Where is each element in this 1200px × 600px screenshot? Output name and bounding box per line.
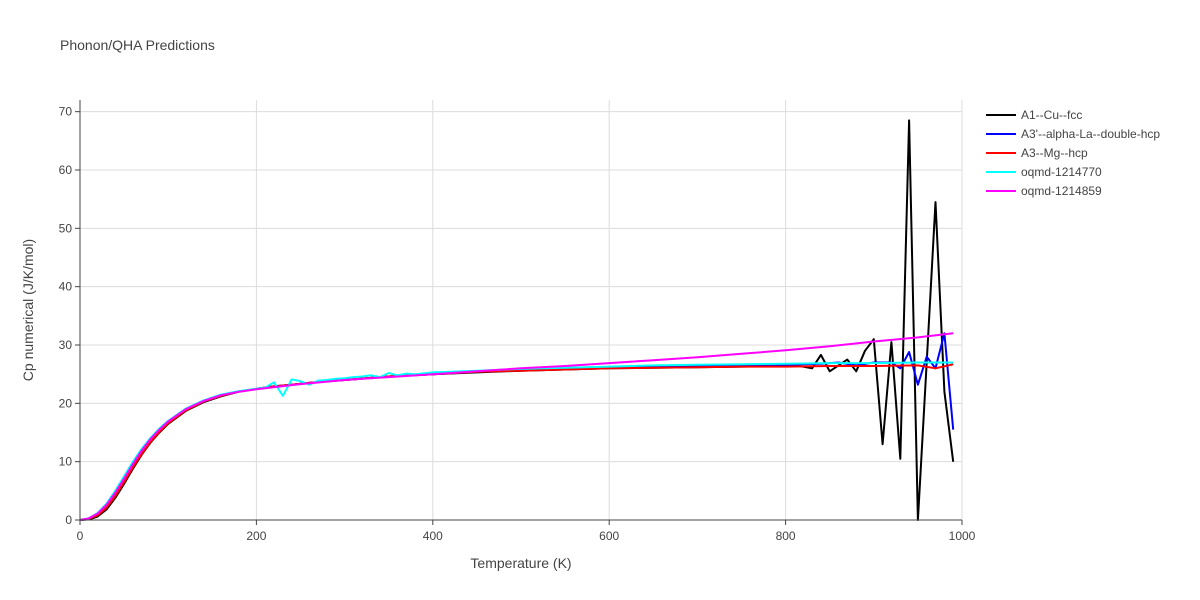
legend-label: oqmd-1214859 <box>1021 184 1102 198</box>
x-tick-label: 400 <box>423 529 443 543</box>
x-tick-label: 800 <box>776 529 796 543</box>
series-line-2[interactable] <box>79 363 954 521</box>
series-line-0[interactable] <box>79 119 955 521</box>
x-axis-title: Temperature (K) <box>470 555 571 571</box>
series-line-1[interactable] <box>79 332 955 521</box>
x-tick-label: 200 <box>246 529 266 543</box>
y-tick-label: 70 <box>59 105 73 119</box>
x-tick-label: 0 <box>77 529 84 543</box>
y-tick-label: 40 <box>59 280 73 294</box>
x-tick-label: 600 <box>599 529 619 543</box>
x-tick-label: 1000 <box>949 529 976 543</box>
y-axis-title: Cp numerical (J/K/mol) <box>20 239 36 381</box>
chart-title: Phonon/QHA Predictions <box>60 37 215 53</box>
grid <box>80 100 963 520</box>
y-tick-label: 50 <box>59 221 73 235</box>
series-line-4[interactable] <box>79 332 954 521</box>
y-tick-label: 0 <box>65 513 72 527</box>
legend-label: A3--Mg--hcp <box>1021 146 1088 160</box>
y-tick-label: 10 <box>59 455 73 469</box>
legend-label: A1--Cu--fcc <box>1021 108 1082 122</box>
legend-item[interactable]: A1--Cu--fcc <box>986 108 1082 122</box>
series-line-3[interactable] <box>79 361 954 521</box>
legend-item[interactable]: oqmd-1214770 <box>986 165 1102 179</box>
legend-label: oqmd-1214770 <box>1021 165 1102 179</box>
legend[interactable]: A1--Cu--fcc A3'--alpha-La--double-hcp A3--… <box>986 108 1160 198</box>
legend-item[interactable]: oqmd-1214859 <box>986 184 1102 198</box>
plot-area[interactable] <box>79 119 955 521</box>
legend-item[interactable]: A3--Mg--hcp <box>986 146 1088 160</box>
y-tick-label: 20 <box>59 396 73 410</box>
legend-item[interactable]: A3'--alpha-La--double-hcp <box>986 127 1160 141</box>
legend-label: A3'--alpha-La--double-hcp <box>1021 127 1160 141</box>
y-tick-label: 30 <box>59 338 73 352</box>
axes: 0 200 400 600 800 1000 0 10 20 30 40 50 60 70 <box>59 100 976 543</box>
y-tick-label: 60 <box>59 163 73 177</box>
